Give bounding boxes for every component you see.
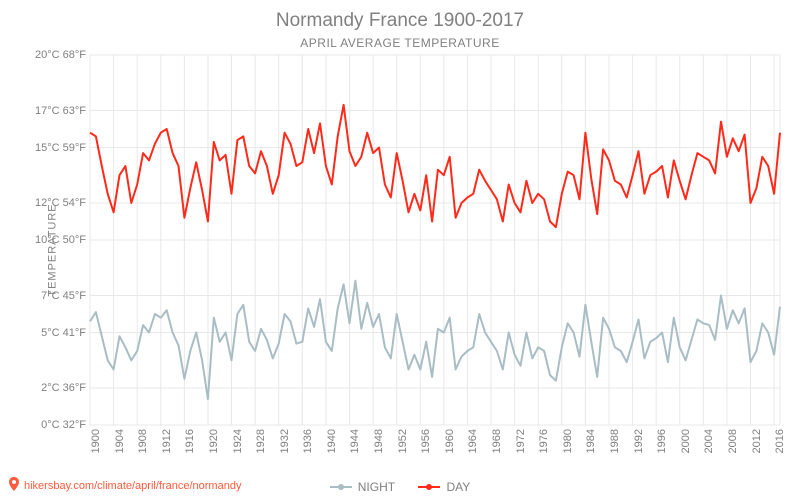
map-pin-icon — [8, 477, 20, 494]
plot-area — [90, 55, 780, 425]
y-tick-label: 7°C 45°F — [26, 290, 86, 302]
legend-item-night: NIGHT — [330, 480, 395, 494]
y-axis-label: TEMPERATURE — [47, 203, 59, 296]
y-tick-label: 15°C 59°F — [26, 142, 86, 154]
x-tick-label: 1964 — [467, 429, 479, 453]
series-day — [90, 105, 780, 227]
source-link[interactable]: hikersbay.com/climate/april/france/norma… — [8, 477, 241, 494]
x-tick-label: 1988 — [609, 429, 621, 453]
x-tick-label: 1992 — [633, 429, 645, 453]
x-tick-label: 1916 — [184, 429, 196, 453]
y-tick-label: 0°C 32°F — [26, 419, 86, 431]
legend-label-night: NIGHT — [358, 480, 395, 494]
legend-label-day: DAY — [446, 480, 470, 494]
x-tick-label: 2012 — [751, 429, 763, 453]
x-tick-label: 1972 — [515, 429, 527, 453]
y-tick-label: 12°C 54°F — [26, 197, 86, 209]
x-tick-label: 1912 — [161, 429, 173, 453]
x-tick-label: 1932 — [279, 429, 291, 453]
x-tick-label: 1908 — [137, 429, 149, 453]
y-tick-label: 10°C 50°F — [26, 234, 86, 246]
x-tick-label: 1920 — [208, 429, 220, 453]
x-tick-label: 2008 — [727, 429, 739, 453]
x-tick-label: 1956 — [420, 429, 432, 453]
x-tick-label: 1952 — [397, 429, 409, 453]
x-tick-label: 1936 — [302, 429, 314, 453]
source-url-text: hikersbay.com/climate/april/france/norma… — [24, 480, 241, 492]
legend-swatch-night — [330, 486, 352, 488]
x-tick-label: 1944 — [349, 429, 361, 453]
x-tick-label: 1940 — [326, 429, 338, 453]
x-tick-label: 1960 — [444, 429, 456, 453]
y-tick-label: 2°C 36°F — [26, 382, 86, 394]
chart-svg — [90, 55, 780, 425]
x-tick-label: 1996 — [656, 429, 668, 453]
x-tick-label: 1984 — [585, 429, 597, 453]
temperature-chart: Normandy France 1900-2017 APRIL AVERAGE … — [0, 0, 800, 500]
x-tick-label: 2004 — [703, 429, 715, 453]
x-tick-label: 1976 — [538, 429, 550, 453]
x-tick-label: 1904 — [114, 429, 126, 453]
chart-title: Normandy France 1900-2017 — [0, 10, 800, 32]
x-tick-label: 1980 — [562, 429, 574, 453]
legend-swatch-day — [418, 486, 440, 488]
x-tick-label: 1900 — [90, 429, 102, 453]
x-tick-label: 1968 — [491, 429, 503, 453]
x-tick-label: 1928 — [255, 429, 267, 453]
y-tick-label: 20°C 68°F — [26, 49, 86, 61]
x-tick-label: 1948 — [373, 429, 385, 453]
x-tick-label: 2016 — [774, 429, 786, 453]
x-tick-label: 2000 — [680, 429, 692, 453]
chart-subtitle: APRIL AVERAGE TEMPERATURE — [0, 36, 800, 50]
series-night — [90, 281, 780, 399]
y-tick-label: 17°C 63°F — [26, 105, 86, 117]
y-tick-label: 5°C 41°F — [26, 327, 86, 339]
x-tick-label: 1924 — [232, 429, 244, 453]
legend-item-day: DAY — [418, 480, 470, 494]
